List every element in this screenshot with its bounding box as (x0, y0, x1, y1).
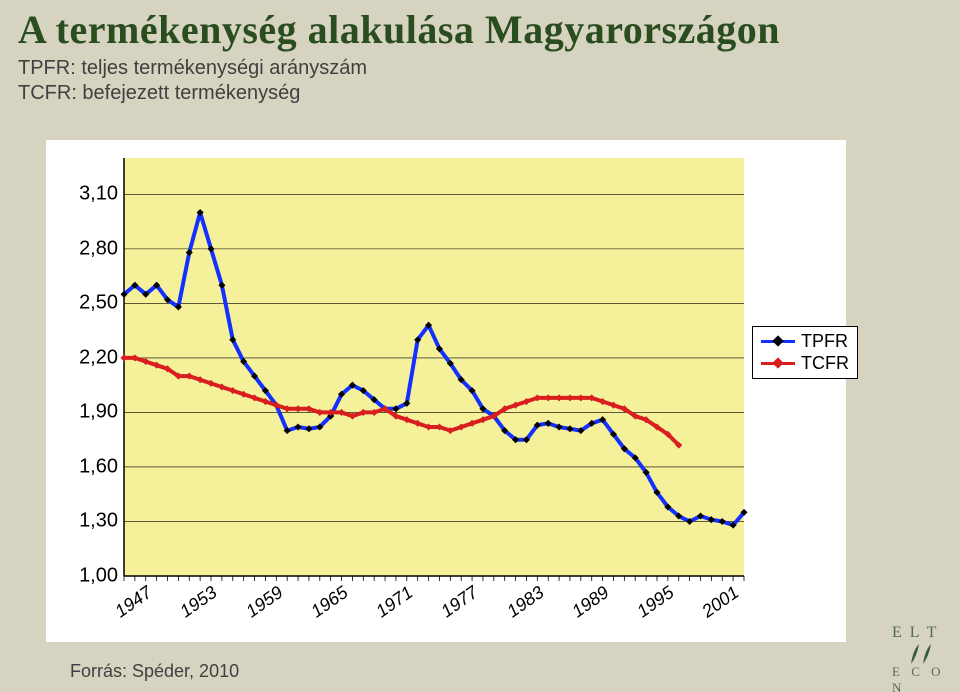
x-axis-label: 2001 (699, 582, 744, 622)
chart-container: 1,00 1,30 1,60 1,90 2,20 2,50 2,80 3,10 1947 1953… (46, 140, 846, 642)
legend-label: TPFR (801, 331, 848, 353)
legend-item: TPFR (761, 331, 849, 353)
x-axis-label: 1965 (307, 582, 352, 622)
y-axis-label: 2,80 (79, 237, 118, 260)
subtitle-line1: TPFR: teljes termékenységi arányszám (18, 56, 367, 81)
x-axis-label: 1947 (111, 582, 156, 622)
y-axis-label: 3,10 (79, 183, 118, 206)
y-axis-label: 1,90 (79, 401, 118, 424)
y-axis-label: 2,20 (79, 346, 118, 369)
x-axis-label: 1977 (438, 582, 483, 622)
subtitle: TPFR: teljes termékenységi arányszám TCF… (18, 56, 367, 106)
y-axis-label: 1,30 (79, 510, 118, 533)
subtitle-line2: TCFR: befejezett termékenység (18, 81, 367, 106)
y-axis-label: 2,50 (79, 292, 118, 315)
leaf-icon (901, 642, 941, 666)
chart-plot-area: 1,001,301,601,902,202,502,803,1019471953… (124, 158, 744, 576)
x-axis-label: 1995 (633, 582, 678, 622)
logo-top: E L T (892, 624, 950, 642)
x-axis-label: 1953 (176, 582, 221, 622)
legend-item: TCFR (761, 353, 849, 375)
chart-legend: TPFRTCFR (752, 326, 858, 379)
source-label: Forrás: Spéder, 2010 (70, 661, 239, 682)
page-title: A termékenység alakulása Magyarországon (18, 6, 780, 53)
x-axis-label: 1971 (372, 582, 417, 622)
x-axis-label: 1983 (503, 582, 548, 622)
x-axis-label: 1959 (242, 582, 287, 622)
legend-label: TCFR (801, 353, 849, 375)
logo-eltecon: E L T E C O N (892, 624, 950, 684)
logo-bottom: E C O N (892, 664, 950, 692)
y-axis-label: 1,00 (79, 565, 118, 588)
y-axis-label: 1,60 (79, 455, 118, 478)
x-axis-label: 1989 (568, 582, 613, 622)
